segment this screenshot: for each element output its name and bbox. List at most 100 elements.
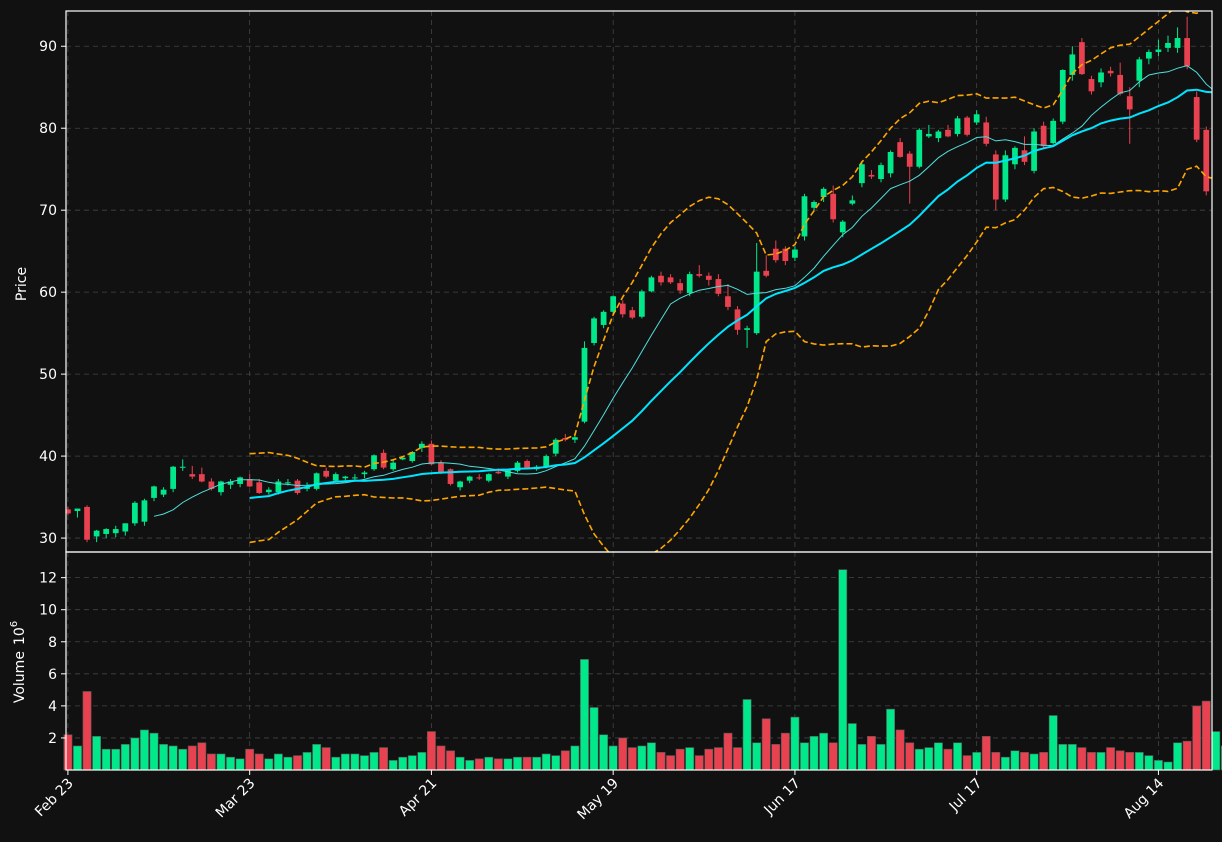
volume-bar (876, 744, 886, 771)
candle-body (428, 443, 435, 465)
volume-tick-label: 12 (39, 571, 57, 587)
volume-bar (867, 736, 876, 771)
candle-body (925, 133, 932, 137)
candle-body (1088, 79, 1095, 92)
volume-bar (63, 734, 73, 771)
volume-bar (647, 742, 656, 771)
volume-bar (293, 755, 302, 771)
volume-bar (551, 755, 561, 771)
candle-body (352, 477, 358, 479)
volume-bar (972, 752, 982, 771)
volume-bar (130, 737, 140, 771)
volume-grid (66, 552, 1212, 770)
candle-body (285, 482, 291, 484)
volume-bar (312, 744, 322, 771)
candle-body (141, 500, 148, 522)
sma-short-line (153, 65, 1212, 517)
volume-bar (570, 745, 580, 771)
volume-bar (934, 742, 943, 771)
candle-body (151, 486, 157, 498)
candle-body (629, 310, 636, 318)
price-tick-label: 70 (39, 203, 57, 219)
candle-body (696, 274, 703, 276)
candle-body (189, 474, 196, 477)
candle-body (84, 506, 90, 540)
candle-body (399, 457, 406, 460)
volume-bar (790, 716, 800, 771)
volume-multiplier-base: 10 (12, 627, 28, 645)
volume-bar (1010, 750, 1020, 771)
volume-bar (733, 747, 742, 771)
candle-body (361, 472, 368, 475)
volume-bar (168, 745, 178, 771)
volume-bar (1087, 752, 1096, 771)
candle-body (371, 455, 377, 470)
volume-bar (713, 747, 723, 771)
volume-bar (704, 748, 714, 771)
volume-bar (943, 748, 953, 771)
candle-body (1136, 59, 1143, 81)
candle-body (1203, 129, 1210, 192)
volume-bar (407, 755, 417, 771)
candle-body (1098, 72, 1104, 83)
price-tick-label: 60 (39, 285, 57, 301)
candle-body (275, 481, 282, 493)
volume-bar (1144, 755, 1154, 771)
candle-body (830, 193, 837, 220)
candle-body (600, 311, 607, 325)
volume-bar (991, 752, 1001, 771)
volume-bar (809, 736, 819, 771)
volume-bar (484, 756, 494, 771)
candle-body (744, 328, 750, 330)
candle-body (677, 283, 684, 291)
candle-body (524, 461, 530, 468)
candle-body (839, 221, 846, 233)
candle-body (581, 347, 588, 422)
candle-body (237, 477, 243, 484)
panel-frames (65, 10, 1213, 771)
candle-body (208, 481, 215, 489)
sma-long-line (249, 88, 1212, 499)
candle-body (935, 131, 942, 139)
volume-bar (1029, 753, 1039, 771)
candle-body (801, 196, 808, 237)
volume-bar (350, 753, 360, 771)
volume-bar (503, 758, 513, 771)
candle-body (792, 249, 798, 258)
candle-body (313, 473, 320, 489)
volume-bar (360, 755, 369, 771)
volume-axis-label-text: Volume (12, 651, 28, 703)
candle-body (514, 462, 521, 471)
volume-bar (226, 756, 235, 771)
candle-body (485, 474, 492, 481)
candle-body (246, 479, 253, 487)
volume-bar (1000, 756, 1010, 771)
candle-body (122, 523, 129, 532)
volume-bar (752, 742, 762, 771)
volume-bar (1115, 750, 1125, 771)
volume-bar (1067, 744, 1077, 771)
volume-tick-label: 4 (48, 699, 57, 715)
candle-body (1126, 96, 1133, 110)
volume-bar (273, 753, 283, 771)
volume-bar (1211, 731, 1221, 771)
candle-body (552, 439, 559, 454)
candle-body (572, 437, 578, 440)
volume-bar (685, 747, 695, 771)
volume-bar (886, 708, 895, 771)
volume-bar (178, 748, 188, 771)
volume-bar (914, 748, 924, 771)
candle-body (667, 277, 674, 283)
candle-body (1002, 155, 1009, 200)
volume-bar (187, 745, 197, 771)
volume-bar (1106, 747, 1116, 771)
candles (66, 16, 1210, 543)
volume-bar (92, 736, 102, 771)
volume-bar (1201, 700, 1211, 771)
price-grid (66, 11, 1212, 552)
volume-bar (962, 755, 972, 771)
candle-body (543, 456, 550, 467)
volume-bar (140, 729, 149, 771)
volume-bar (666, 755, 675, 771)
volume-bar (1173, 742, 1182, 771)
